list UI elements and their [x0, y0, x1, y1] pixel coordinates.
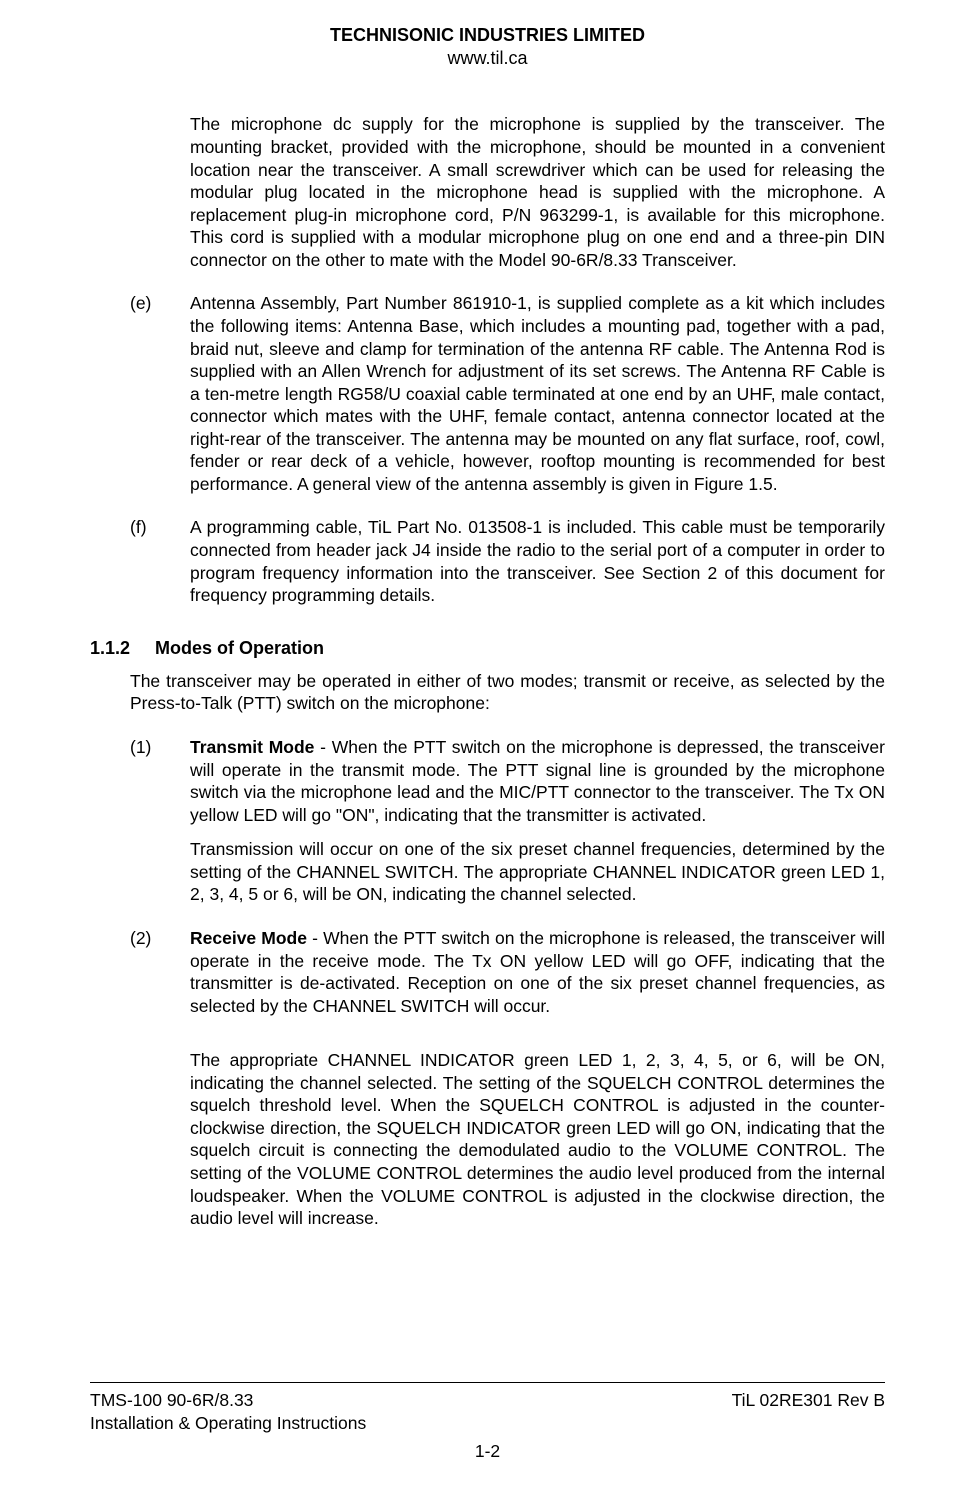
item-label: (f) — [130, 516, 190, 606]
intro-paragraph: The microphone dc supply for the microph… — [190, 113, 885, 271]
document-footer: TMS-100 90-6R/8.33 Installation & Operat… — [90, 1382, 885, 1463]
section-intro: The transceiver may be operated in eithe… — [130, 670, 885, 715]
mode-lead: Receive Mode — [190, 928, 307, 948]
mode-item: (2) Receive Mode - When the PTT switch o… — [130, 927, 885, 1017]
header-url: www.til.ca — [90, 47, 885, 70]
mode-body: Transmit Mode - When the PTT switch on t… — [190, 736, 885, 826]
footer-page-number: 1-2 — [90, 1440, 885, 1463]
mode-lead: Transmit Mode — [190, 737, 314, 757]
section-heading: Modes of Operation — [155, 637, 324, 660]
item-body: A programming cable, TiL Part No. 013508… — [190, 516, 885, 606]
mode-sub: The appropriate CHANNEL INDICATOR green … — [190, 1049, 885, 1230]
footer-left-line1: TMS-100 90-6R/8.33 — [90, 1389, 366, 1412]
list-item: (e) Antenna Assembly, Part Number 861910… — [130, 292, 885, 495]
section-number: 1.1.2 — [90, 637, 155, 660]
section-heading-row: 1.1.2 Modes of Operation — [90, 637, 885, 660]
list-item: (f) A programming cable, TiL Part No. 01… — [130, 516, 885, 606]
spacer — [130, 1029, 885, 1049]
mode-item: (1) Transmit Mode - When the PTT switch … — [130, 736, 885, 826]
document-content: The microphone dc supply for the microph… — [90, 113, 885, 1229]
mode-body: Receive Mode - When the PTT switch on th… — [190, 927, 885, 1017]
item-label: (e) — [130, 292, 190, 495]
footer-right: TiL 02RE301 Rev B — [732, 1389, 885, 1434]
mode-sub: Transmission will occur on one of the si… — [190, 838, 885, 906]
header-title: TECHNISONIC INDUSTRIES LIMITED — [90, 24, 885, 47]
mode-label: (2) — [130, 927, 190, 1017]
footer-left-line2: Installation & Operating Instructions — [90, 1412, 366, 1435]
footer-left: TMS-100 90-6R/8.33 Installation & Operat… — [90, 1389, 366, 1434]
footer-row: TMS-100 90-6R/8.33 Installation & Operat… — [90, 1389, 885, 1434]
mode-label: (1) — [130, 736, 190, 826]
item-body: Antenna Assembly, Part Number 861910-1, … — [190, 292, 885, 495]
document-header: TECHNISONIC INDUSTRIES LIMITED www.til.c… — [90, 24, 885, 70]
footer-divider — [90, 1382, 885, 1383]
